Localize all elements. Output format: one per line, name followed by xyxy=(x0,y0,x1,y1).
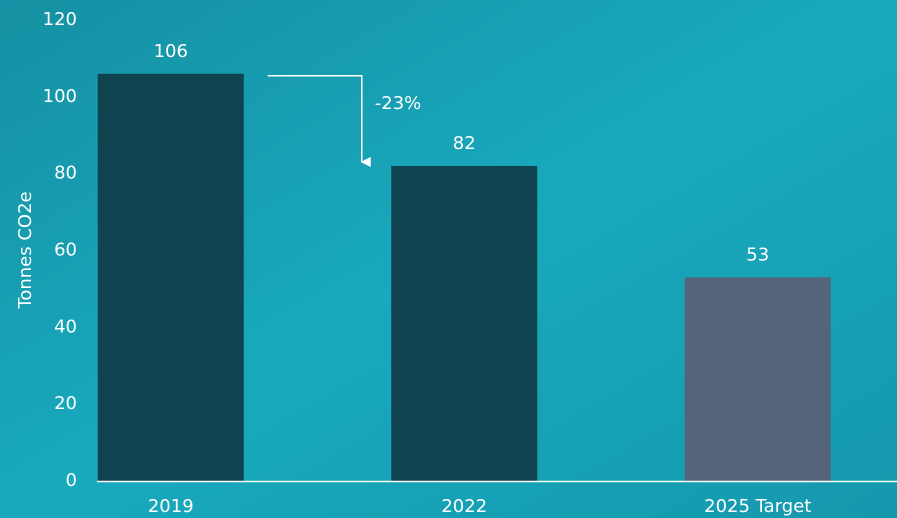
y-tick-label: 100 xyxy=(43,86,77,107)
bar xyxy=(685,277,831,481)
y-tick-label: 40 xyxy=(54,316,77,337)
y-tick-label: 60 xyxy=(54,240,77,261)
annotation: -23% xyxy=(375,93,422,114)
x-tick-label: 2025 Target xyxy=(704,496,811,517)
value-label: 82 xyxy=(453,133,476,154)
y-axis-label: Tonnes CO2e xyxy=(15,191,36,309)
bar xyxy=(391,166,537,481)
x-tick-label: 2019 xyxy=(148,496,194,517)
value-label: 53 xyxy=(746,244,769,265)
value-label: 106 xyxy=(154,41,188,62)
y-tick-label: 0 xyxy=(66,470,77,491)
y-tick-label: 20 xyxy=(54,393,77,414)
x-tick-label: 2022 xyxy=(441,496,487,517)
chart: Tonnes CO2e 0 20 40 60 80 100 120 106 2019 82 2022… xyxy=(0,0,897,518)
y-tick-label: 80 xyxy=(54,163,77,184)
y-tick-label: 120 xyxy=(43,9,77,30)
bar xyxy=(98,74,244,481)
page: Tonnes CO2e 0 20 40 60 80 100 120 106 2019 82 2022… xyxy=(0,0,897,518)
